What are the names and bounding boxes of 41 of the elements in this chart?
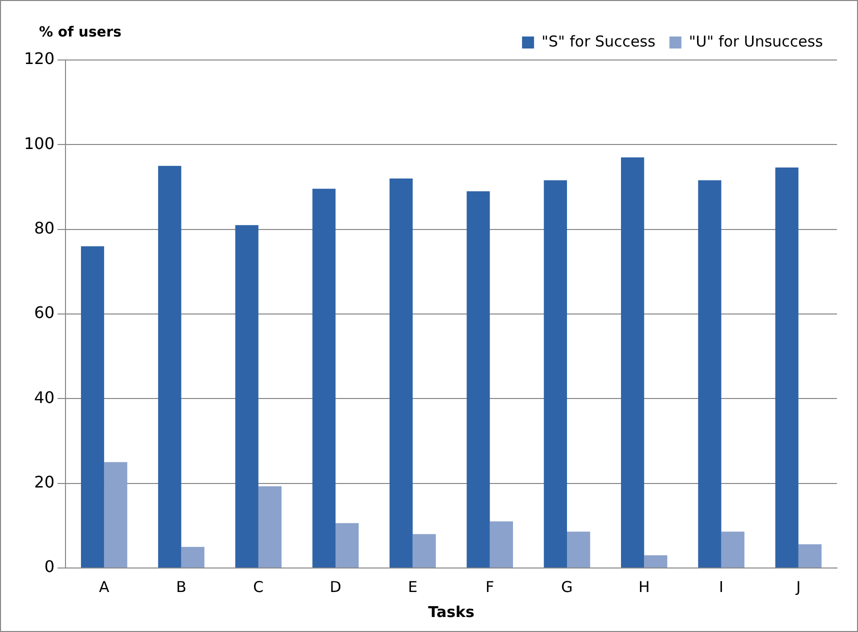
legend-label: "S" for Success	[542, 32, 656, 50]
bar	[181, 546, 204, 568]
bar	[620, 157, 644, 568]
bar	[412, 534, 436, 568]
bar	[490, 521, 513, 568]
bar	[158, 166, 182, 568]
x-tick-label: D	[330, 578, 342, 596]
y-tick-label: 80	[34, 218, 55, 238]
x-tick-label: J	[795, 578, 801, 596]
bar	[644, 555, 668, 568]
bar	[466, 191, 490, 568]
bar	[698, 180, 722, 568]
bar	[104, 462, 128, 568]
x-tick-label: G	[561, 578, 573, 596]
y-tick-label: 40	[34, 388, 55, 407]
y-tick-label: 0	[44, 557, 55, 576]
bar	[544, 180, 567, 568]
x-tick-label: I	[719, 578, 724, 596]
bar	[80, 246, 104, 568]
bar	[775, 168, 798, 568]
legend-label: "U" for Unsuccess	[688, 32, 824, 50]
bar	[336, 523, 359, 568]
x-tick-label: E	[408, 578, 418, 596]
y-axis-title: % of users	[39, 24, 122, 41]
bar	[258, 486, 282, 568]
x-tick-label: C	[253, 578, 264, 596]
y-tick-label: 120	[24, 49, 55, 68]
bar	[798, 544, 822, 568]
y-tick-label: 20	[34, 472, 55, 492]
y-tick-label: 100	[24, 134, 55, 153]
bar	[312, 188, 336, 568]
x-tick-label: F	[486, 578, 494, 596]
x-tick-label: H	[638, 578, 650, 596]
bar	[235, 225, 258, 568]
bar	[566, 532, 590, 568]
bar	[390, 178, 413, 568]
bar	[721, 532, 744, 568]
x-tick-label: B	[176, 578, 186, 596]
y-tick-label: 60	[34, 303, 55, 322]
x-axis-title: Tasks	[428, 602, 474, 621]
x-tick-label: A	[98, 578, 110, 596]
